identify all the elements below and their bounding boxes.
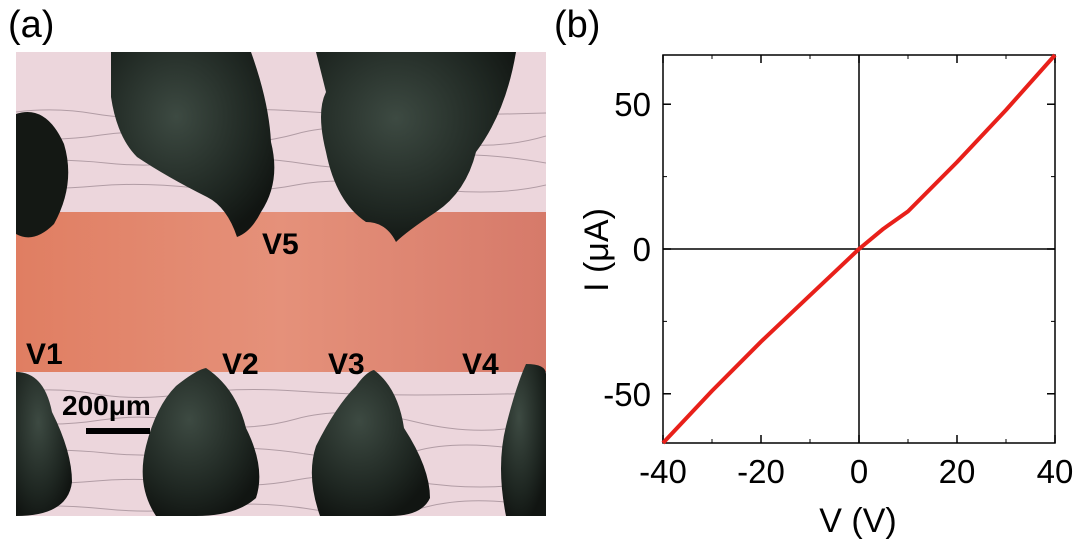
micrograph-image [16, 52, 546, 516]
iv-chart: -40 -20 0 20 40 -50 0 50 V (V) I (μA) [578, 53, 1073, 540]
sample-channel [16, 212, 546, 372]
axis-ticks [662, 55, 1056, 443]
contact-label-v3: V3 [328, 348, 365, 381]
panel-b-label: (b) [554, 4, 601, 46]
y-axis-label: I (μA) [578, 208, 616, 292]
y-tick-label: 0 [633, 231, 651, 268]
x-tick-label: 20 [939, 453, 976, 490]
contact-label-v5: V5 [262, 228, 299, 261]
tick-labels: -40 -20 0 20 40 -50 0 50 [603, 86, 1073, 490]
x-tick-label: -20 [737, 453, 785, 490]
panel-a-label: (a) [8, 4, 55, 46]
series-layer [661, 53, 1057, 445]
contact-label-v2: V2 [222, 348, 259, 381]
electrodes [16, 52, 546, 516]
x-tick-label: -40 [639, 453, 687, 490]
contact-label-v1: V1 [26, 338, 63, 371]
y-tick-label: -50 [603, 376, 651, 413]
x-tick-label: 0 [850, 453, 868, 490]
scale-bar [86, 428, 150, 434]
contact-label-v4: V4 [462, 348, 499, 381]
x-tick-label: 40 [1037, 453, 1074, 490]
device-micrograph: V1 V2 V3 V4 V5 200μm [16, 52, 546, 516]
scale-bar-label: 200μm [62, 390, 151, 421]
series-line-0 [661, 53, 1057, 445]
x-axis-label: V (V) [819, 502, 896, 540]
y-tick-label: 50 [614, 86, 651, 123]
